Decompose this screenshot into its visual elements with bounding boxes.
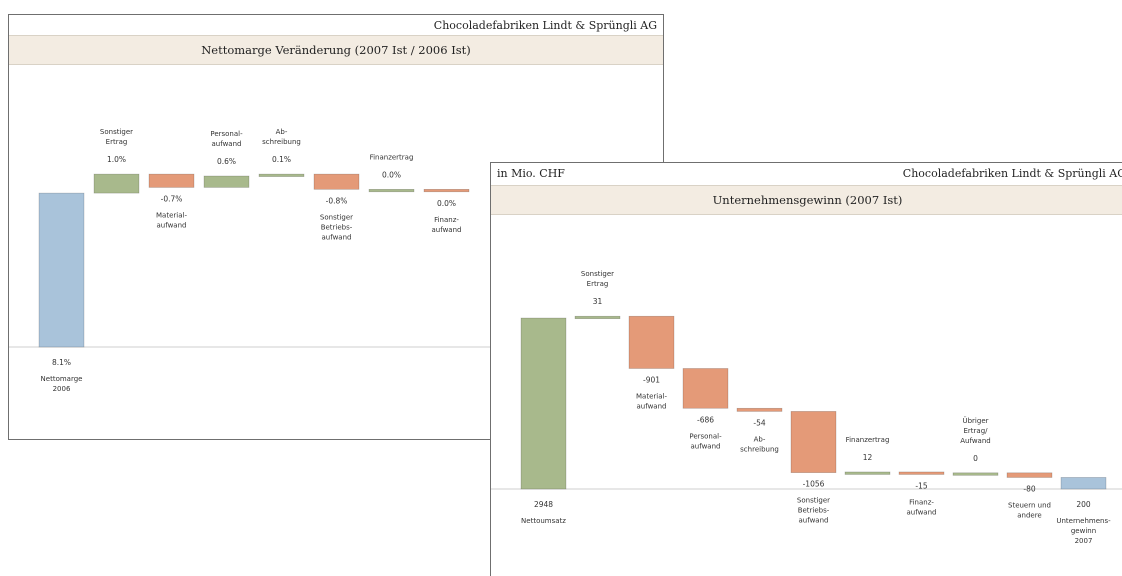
category-label: Material-aufwand (636, 392, 667, 410)
data-label: 1.0% (107, 155, 126, 164)
category-label: Finanz-aufwand (432, 216, 462, 234)
category-label: Nettomarge 2006 (41, 375, 83, 393)
bar (258, 173, 305, 177)
category-label: Finanzertrag (846, 436, 890, 444)
profit-panel: in Mio. CHF Chocoladefabriken Lindt & Sp… (490, 162, 1122, 576)
bar (898, 471, 945, 475)
data-label: 0.1% (272, 155, 291, 164)
category-label: Übriger Ertrag/Aufwand (960, 416, 990, 445)
category-label: Sonstiger Ertrag (100, 128, 133, 146)
unit-label: in Mio. CHF (497, 167, 565, 180)
data-label: -15 (915, 481, 927, 490)
bar (790, 411, 837, 473)
category-label: Unternehmens-gewinn 2007 (1056, 517, 1111, 545)
profit-waterfall-chart: 2948 Nettoumsatz 31 Sonstiger Ertrag -901 Mate… (491, 270, 1122, 545)
company-name: Chocoladefabriken Lindt & Sprüngli AG (902, 167, 1122, 180)
data-label: 8.1% (52, 358, 71, 367)
data-label: -686 (697, 415, 714, 424)
bar (520, 317, 567, 490)
category-label: Finanzertrag (370, 153, 414, 161)
category-label: Steuern und andere (1008, 501, 1051, 519)
data-label: -0.8% (326, 196, 348, 205)
data-label: 200 (1076, 500, 1091, 509)
bar (574, 315, 621, 320)
category-label: Personal-aufwand (689, 432, 722, 450)
bar (38, 192, 85, 348)
category-label: Sonstiger Betriebs-aufwand (797, 497, 830, 525)
bar (1060, 477, 1107, 490)
bar (313, 173, 360, 190)
category-label: Material-aufwand (156, 211, 187, 229)
data-label: -901 (643, 375, 660, 384)
data-label: 0.0% (382, 170, 401, 179)
data-label: -1056 (803, 480, 825, 489)
data-label: 0.6% (217, 157, 236, 166)
bar (682, 368, 729, 409)
margin-waterfall-chart: 8.1% Nettomarge 2006 1.0% Sonstiger Ertrag -0.… (9, 128, 663, 393)
bar (368, 189, 415, 193)
bar (1006, 472, 1053, 478)
data-label: 2948 (534, 500, 553, 509)
data-label: -0.7% (161, 194, 183, 203)
data-label: -54 (753, 418, 765, 427)
company-name: Chocoladefabriken Lindt & Sprüngli AG (433, 19, 657, 32)
category-label: Ab-schreibung (740, 435, 779, 453)
data-label: 0 (973, 454, 978, 463)
category-label: Personal-aufwand (210, 130, 243, 148)
category-label: Ab-schreibung (262, 128, 301, 146)
bar (93, 173, 140, 194)
bar (423, 189, 470, 193)
chart-title: Unternehmensgewinn (2007 Ist) (491, 185, 1122, 215)
category-label: Finanz-aufwand (907, 498, 937, 516)
bar (952, 472, 999, 476)
bar (736, 407, 783, 412)
bar (148, 173, 195, 188)
category-label: Nettoumsatz (521, 517, 566, 525)
category-label: Sonstiger Betriebs-aufwand (320, 213, 353, 241)
data-label: 31 (593, 297, 603, 306)
data-label: 0.0% (437, 199, 456, 208)
category-label: Sonstiger Ertrag (581, 270, 614, 288)
data-label: -80 (1023, 484, 1035, 493)
bar (628, 315, 675, 369)
data-label: 12 (863, 453, 873, 462)
chart-title: Nettomarge Veränderung (2007 Ist / 2006 … (9, 35, 663, 65)
bar (844, 471, 891, 475)
bar (203, 175, 250, 188)
